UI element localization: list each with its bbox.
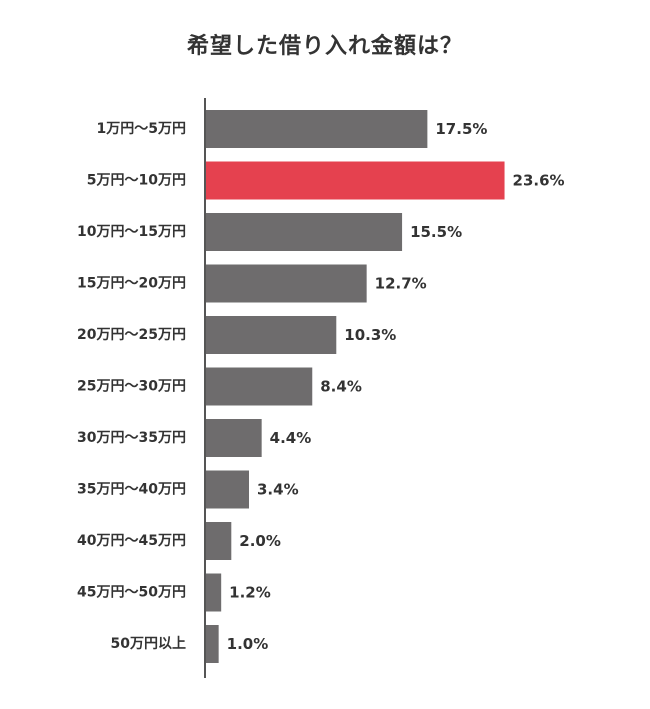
bar [206, 470, 250, 509]
category-label: 15万円〜20万円 [77, 276, 186, 292]
value-label: 2.0% [239, 532, 281, 550]
bar [206, 367, 313, 406]
bar [206, 316, 337, 354]
value-label: 1.2% [229, 584, 271, 602]
category-label: 35万円〜40万円 [77, 482, 186, 498]
bar [206, 522, 232, 560]
value-label: 17.5% [435, 120, 487, 138]
value-label: 1.0% [227, 635, 269, 653]
category-label: 20万円〜25万円 [77, 327, 186, 343]
bar [206, 573, 222, 612]
value-label: 15.5% [410, 223, 462, 241]
category-label: 1万円〜5万円 [97, 121, 186, 137]
chart-title: 希望した借り入れ金額は？ [186, 34, 463, 59]
value-label: 8.4% [320, 378, 362, 396]
value-label: 12.7% [375, 275, 427, 293]
bar [206, 625, 219, 663]
value-label: 10.3% [344, 326, 396, 344]
category-label: 50万円以上 [111, 636, 186, 652]
category-label: 10万円〜15万円 [77, 224, 186, 240]
category-label: 40万円〜45万円 [77, 533, 186, 549]
bar [206, 419, 262, 457]
category-label: 25万円〜30万円 [77, 379, 186, 395]
category-label: 30万円〜35万円 [77, 430, 186, 446]
value-label: 23.6% [513, 172, 565, 190]
category-label: 5万円〜10万円 [87, 173, 186, 189]
bar [206, 213, 403, 251]
value-label: 3.4% [257, 481, 299, 499]
bar [206, 161, 505, 200]
bar [206, 264, 367, 303]
category-label: 45万円〜50万円 [77, 585, 186, 601]
bar [206, 110, 428, 148]
value-label: 4.4% [270, 429, 312, 447]
